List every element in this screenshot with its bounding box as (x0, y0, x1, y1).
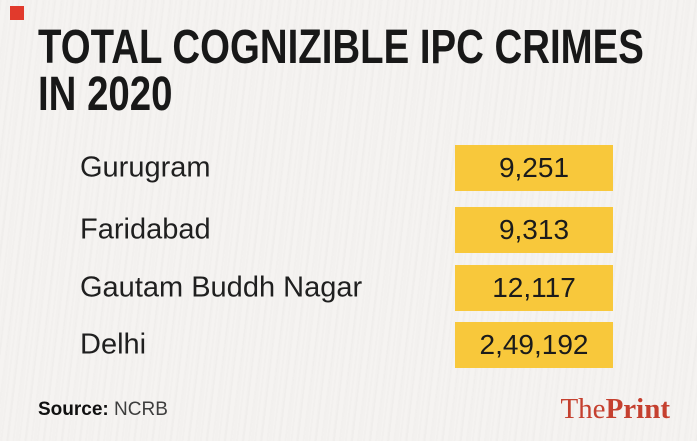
corner-red-square-decoration (10, 6, 24, 20)
theprint-logo-print: Print (605, 393, 670, 425)
data-row-gautam-buddh-nagar: Gautam Buddh Nagar 12,117 (80, 265, 613, 311)
value-box: 12,117 (455, 265, 613, 311)
theprint-logo: ThePrint (560, 393, 670, 426)
source-note: Source: NCRB (38, 399, 168, 421)
theprint-logo-the: The (560, 393, 606, 425)
data-row-delhi: Delhi 2,49,192 (80, 322, 613, 368)
category-label: Gautam Buddh Nagar (80, 271, 363, 304)
chart-title-line-1: TOTAL COGNIZIBLE IPC CRIMES (38, 21, 644, 74)
chart-title: TOTAL COGNIZIBLE IPC CRIMES IN 2020 (38, 21, 644, 121)
data-row-gurugram: Gurugram 9,251 (80, 145, 613, 191)
category-label: Delhi (80, 328, 147, 361)
category-label: Faridabad (80, 213, 211, 246)
source-value: NCRB (114, 399, 168, 420)
category-label: Gurugram (80, 151, 211, 184)
source-label: Source: (38, 399, 109, 420)
value-box: 2,49,192 (455, 322, 613, 368)
value-box: 9,313 (455, 207, 613, 253)
chart-title-line-2: IN 2020 (38, 68, 173, 121)
value-box: 9,251 (455, 145, 613, 191)
data-row-faridabad: Faridabad 9,313 (80, 207, 613, 253)
